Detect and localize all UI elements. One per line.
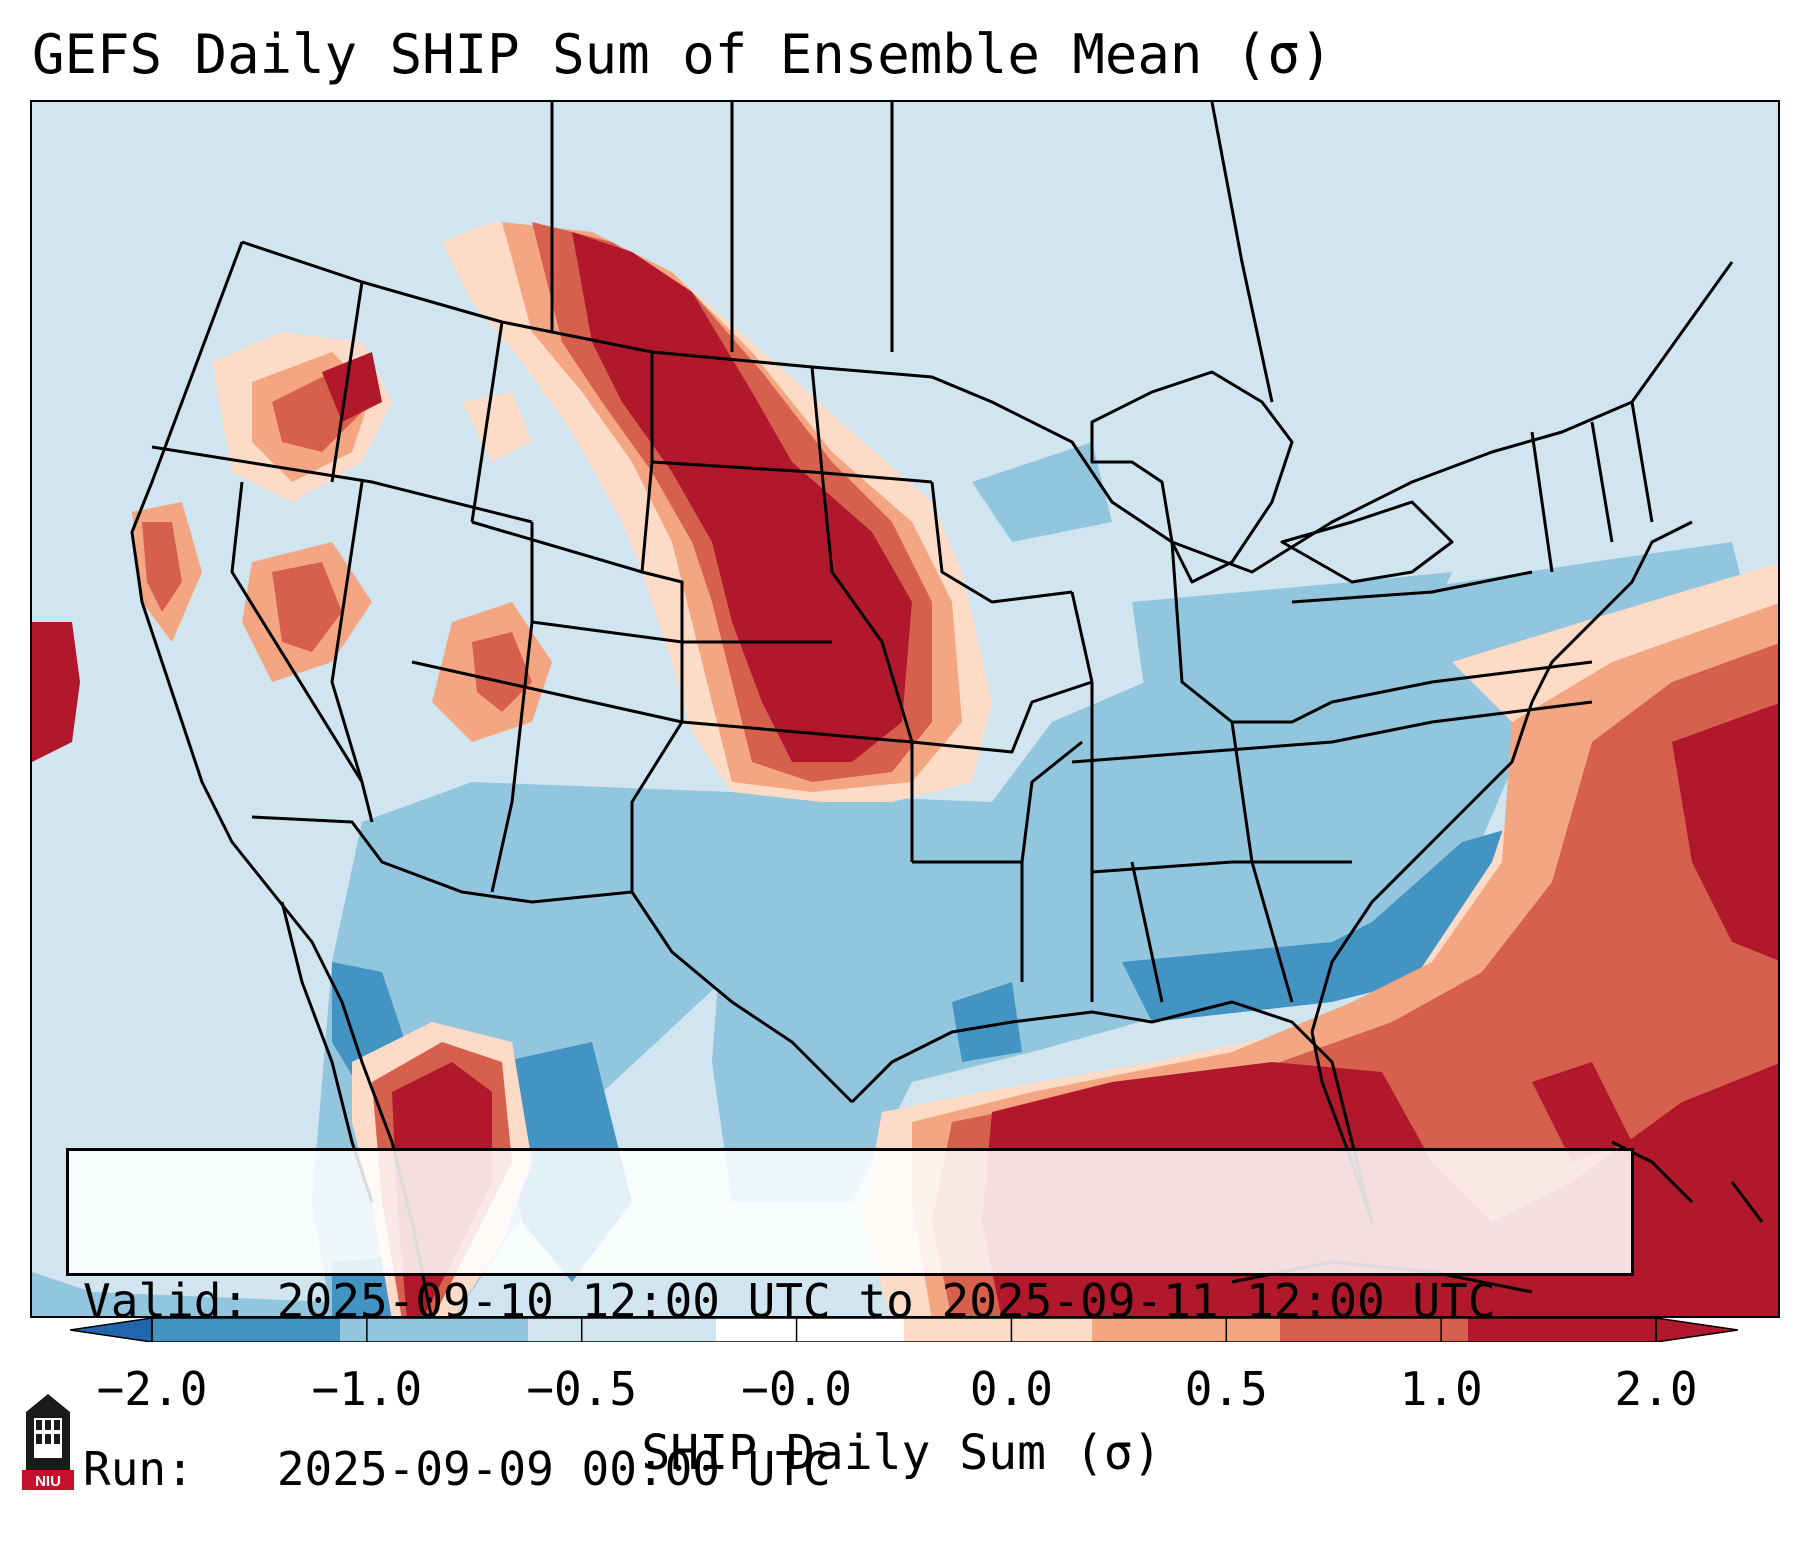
colorbar-segment-3 bbox=[716, 1318, 905, 1342]
page-title: GEFS Daily SHIP Sum of Ensemble Mean (σ) bbox=[32, 23, 1333, 86]
run-time-line: Run: 2025-09-09 00:00 UTC bbox=[83, 1442, 831, 1496]
colorbar-segment-0 bbox=[152, 1318, 341, 1342]
ship-field-map bbox=[32, 102, 1778, 1316]
colorbar-segments bbox=[151, 1318, 1657, 1342]
colorbar-segment-7 bbox=[1468, 1318, 1657, 1342]
colorbar-segment-2 bbox=[528, 1318, 717, 1342]
colorbar-segment-5 bbox=[1092, 1318, 1281, 1342]
colorbar-extend-high bbox=[1655, 1318, 1738, 1342]
colorbar-tick-label: 1.0 bbox=[1399, 1362, 1483, 1416]
colorbar-tick-label: −1.0 bbox=[311, 1362, 423, 1416]
colorbar-tick-label: −0.0 bbox=[741, 1362, 852, 1416]
colorbar-segment-1 bbox=[340, 1318, 529, 1342]
colorbar-segment-6 bbox=[1280, 1318, 1469, 1342]
niu-logo: NIU bbox=[22, 1394, 74, 1490]
map-panel[interactable] bbox=[30, 100, 1780, 1318]
colorbar bbox=[70, 1318, 1738, 1342]
colorbar-extend-low bbox=[70, 1318, 153, 1342]
colorbar-label: SHIP Daily Sum (σ) bbox=[641, 1425, 1162, 1481]
colorbar-tick-label: −2.0 bbox=[96, 1362, 208, 1416]
validity-info-box: Valid: 2025-09-10 12:00 UTC to 2025-09-1… bbox=[66, 1148, 1634, 1496]
colorbar-tick-label: 2.0 bbox=[1614, 1362, 1698, 1416]
colorbar-tick-label: −0.5 bbox=[526, 1362, 638, 1416]
niu-logo-text: NIU bbox=[35, 1473, 61, 1490]
colorbar-segment-4 bbox=[904, 1318, 1093, 1342]
colorbar-tick-label: 0.5 bbox=[1184, 1362, 1268, 1416]
colorbar-tick-label: 0.0 bbox=[969, 1362, 1053, 1416]
